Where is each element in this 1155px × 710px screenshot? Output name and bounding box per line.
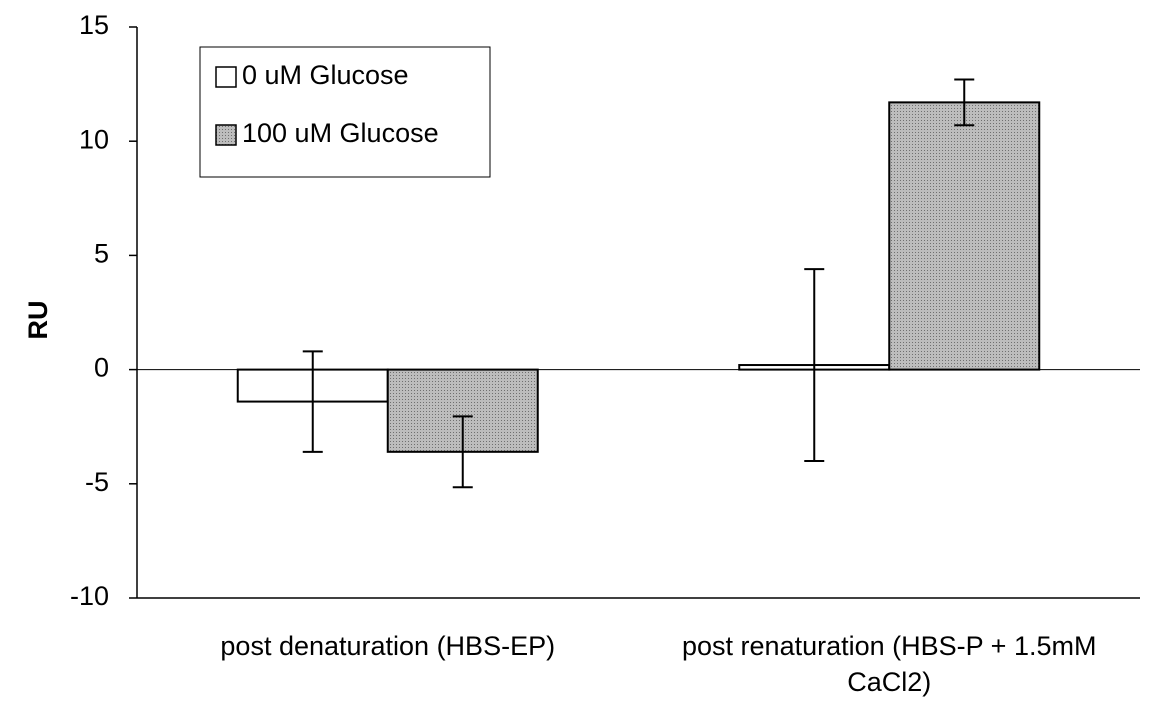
- y-tick-label: -10: [70, 581, 109, 611]
- y-axis-label: RU: [23, 301, 53, 340]
- legend-swatch: [215, 124, 237, 146]
- legend-swatch: [215, 66, 237, 88]
- y-tick-label: 5: [94, 239, 109, 269]
- y-tick-label: 15: [79, 10, 109, 40]
- y-tick-label: 0: [94, 353, 109, 383]
- bar: [888, 101, 1041, 371]
- legend-label: 0 uM Glucose: [242, 60, 409, 90]
- x-tick-label: post denaturation (HBS-EP): [220, 631, 555, 661]
- error-bar: [452, 415, 473, 489]
- error-bar: [302, 350, 323, 453]
- x-tick-label: post renaturation (HBS-P + 1.5mM CaCl2): [682, 631, 1096, 697]
- error-bar: [804, 268, 825, 462]
- y-tick-label: -5: [85, 467, 109, 497]
- legend-label: 100 uM Glucose: [242, 118, 439, 148]
- y-tick-label: 10: [79, 124, 109, 154]
- error-bar: [954, 78, 975, 127]
- legend-box: [199, 46, 491, 178]
